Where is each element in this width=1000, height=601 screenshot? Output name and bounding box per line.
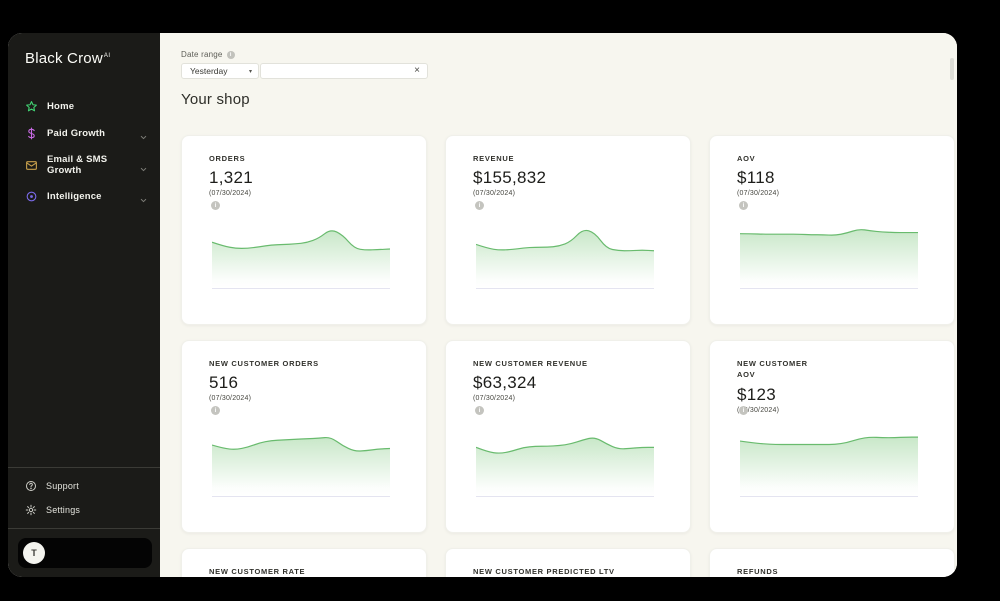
page-title: Your shop (181, 91, 250, 108)
brand-logo: Black CrowAI (8, 33, 160, 67)
sidebar-item-label: Settings (46, 505, 81, 515)
chevron-down-icon (139, 192, 148, 203)
metric-title: NEW CUSTOMER RATE (209, 567, 306, 576)
date-range-controls: Yesterday ▾ × (181, 63, 428, 79)
sparkline-chart (212, 431, 390, 497)
brand-name: Black Crow (25, 50, 103, 67)
sidebar-item-support[interactable]: Support (8, 474, 160, 498)
date-range-label: Date range (181, 50, 223, 59)
sidebar-item-home[interactable]: Home (8, 93, 160, 120)
scrollbar-thumb[interactable] (950, 58, 954, 80)
metric-date: (07/30/2024) (737, 190, 780, 198)
sidebar: Black CrowAI Home Paid Growth Email & SMS … (8, 33, 160, 577)
chevron-down-icon (139, 129, 148, 140)
metric-value: 1,321 (209, 168, 254, 188)
metric-title: AOV (737, 154, 756, 163)
metrics-grid: ORDERS 1,321 (07/30/2024) i REVENUE $155,832… (181, 135, 955, 577)
metric-value: $63,324 (473, 373, 537, 393)
sparkline-chart (476, 431, 654, 497)
info-icon[interactable]: i (226, 50, 235, 59)
sidebar-nav: Home Paid Growth Email & SMS Growth Intelli… (8, 93, 160, 210)
main-content: Date range i Yesterday ▾ × Your shop ORD… (160, 33, 957, 577)
info-icon[interactable]: i (475, 406, 484, 415)
metric-card: REFUNDS (709, 548, 955, 577)
app-window: Black CrowAI Home Paid Growth Email & SMS … (8, 33, 957, 577)
metric-date: (07/30/2024) (473, 395, 516, 403)
metric-card: NEW CUSTOMER RATE (181, 548, 427, 577)
metric-title: NEW CUSTOMER PREDICTED LTV (473, 567, 615, 576)
metric-title: REFUNDS (737, 567, 779, 576)
sidebar-item-label: Support (46, 481, 79, 491)
sidebar-item-intelligence[interactable]: Intelligence (8, 183, 160, 210)
info-icon[interactable]: i (475, 201, 484, 210)
info-icon[interactable]: i (211, 406, 220, 415)
sparkline-chart (212, 223, 390, 289)
clear-icon[interactable]: × (414, 65, 420, 76)
metric-date: (07/30/2024) (209, 395, 252, 403)
metric-date: (07/30/2024) (737, 406, 780, 414)
sidebar-item-label: Intelligence (47, 191, 102, 202)
avatar: T (23, 542, 45, 564)
dollar-icon (25, 127, 38, 140)
caret-down-icon: ▾ (248, 68, 252, 75)
sidebar-footer: Support Settings T (8, 467, 160, 577)
help-icon (25, 480, 37, 492)
sparkline-chart (740, 431, 918, 497)
intelligence-icon (25, 190, 38, 203)
date-range-selected-value: Yesterday (190, 66, 228, 76)
star-icon (25, 100, 38, 113)
metric-card: REVENUE $155,832 (07/30/2024) i (445, 135, 691, 325)
divider (8, 467, 160, 468)
user-menu[interactable]: T (18, 538, 152, 568)
metric-card: NEW CUSTOMER AOV $123 (07/30/2024) i (709, 340, 955, 533)
metric-card: NEW CUSTOMER ORDERS 516 (07/30/2024) i (181, 340, 427, 533)
sidebar-item-label: Paid Growth (47, 128, 106, 139)
info-icon[interactable]: i (739, 406, 748, 415)
metric-value: $118 (737, 168, 775, 188)
metric-value: $123 (737, 384, 777, 404)
avatar-initial: T (31, 548, 37, 558)
sidebar-item-email-sms-growth[interactable]: Email & SMS Growth (8, 147, 160, 183)
metric-value: 516 (209, 373, 239, 393)
metric-title: ORDERS (209, 154, 246, 163)
sidebar-item-paid-growth[interactable]: Paid Growth (8, 120, 160, 147)
sidebar-item-label: Home (47, 101, 75, 112)
metric-title: NEW CUSTOMER AOV (737, 359, 808, 380)
date-range-field: Date range i (181, 50, 235, 59)
metric-card: AOV $118 (07/30/2024) i (709, 135, 955, 325)
sidebar-item-label: Email & SMS Growth (47, 154, 108, 176)
sidebar-footer-nav: Support Settings (8, 468, 160, 528)
chevron-down-icon (139, 161, 148, 171)
sidebar-item-settings[interactable]: Settings (8, 498, 160, 522)
divider (8, 528, 160, 529)
metric-title: REVENUE (473, 154, 515, 163)
metric-value: $155,832 (473, 168, 547, 188)
metric-card: ORDERS 1,321 (07/30/2024) i (181, 135, 427, 325)
metric-date: (07/30/2024) (473, 190, 516, 198)
metric-title: NEW CUSTOMER REVENUE (473, 359, 588, 368)
gear-icon (25, 504, 37, 516)
date-input[interactable]: × (260, 63, 428, 79)
metric-date: (07/30/2024) (209, 190, 252, 198)
info-icon[interactable]: i (739, 201, 748, 210)
metric-title: NEW CUSTOMER ORDERS (209, 359, 319, 368)
sparkline-chart (476, 223, 654, 289)
sparkline-chart (740, 223, 918, 289)
metric-card: NEW CUSTOMER PREDICTED LTV (445, 548, 691, 577)
info-icon[interactable]: i (211, 201, 220, 210)
brand-ai-sup: AI (103, 53, 111, 59)
mail-icon (25, 159, 38, 172)
metric-card: NEW CUSTOMER REVENUE $63,324 (07/30/2024) i (445, 340, 691, 533)
date-range-select[interactable]: Yesterday ▾ (181, 63, 259, 79)
